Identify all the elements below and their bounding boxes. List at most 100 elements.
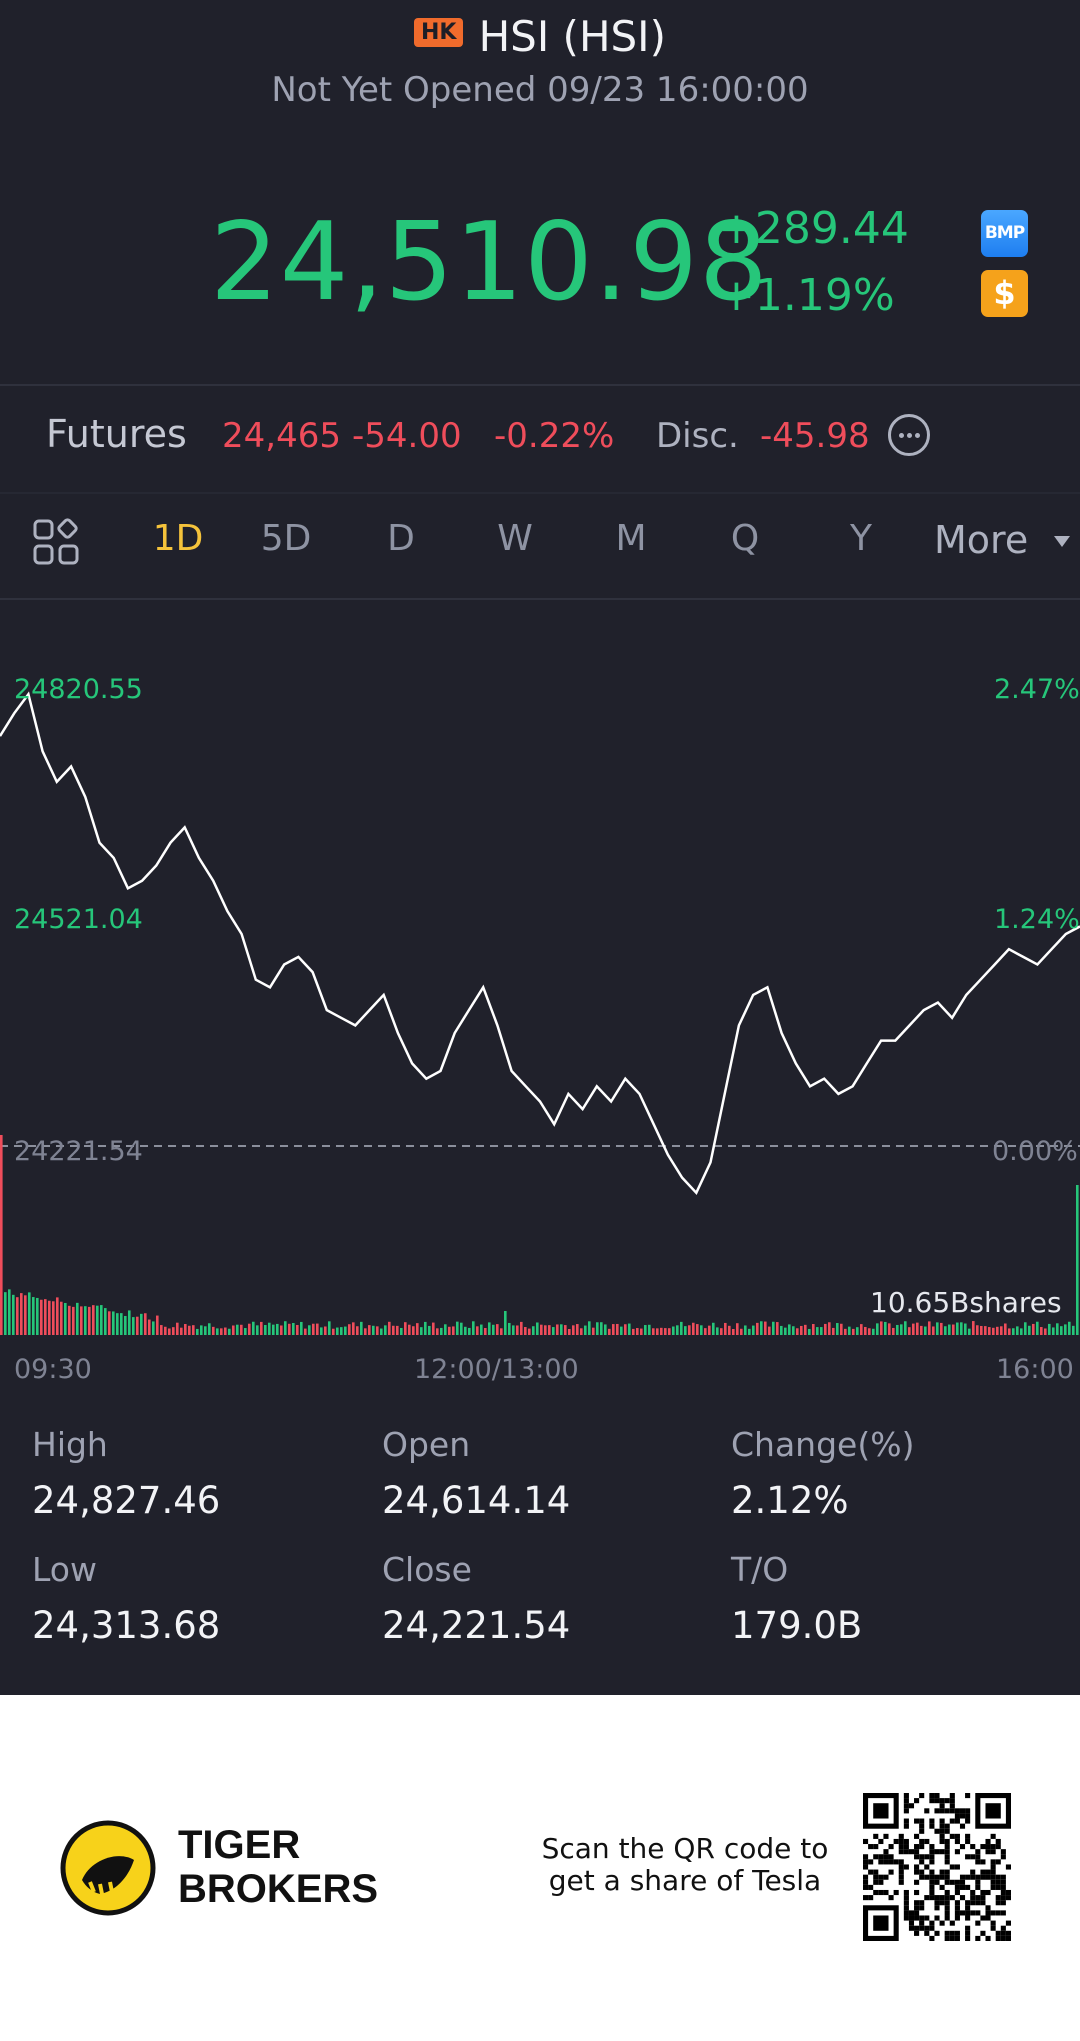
- layout-grid-icon[interactable]: [32, 518, 80, 566]
- volume-bar: [232, 1325, 235, 1335]
- volume-bar: [144, 1313, 147, 1335]
- futures-row[interactable]: Futures 24,465 -54.00 -0.22% Disc. -45.9…: [0, 386, 1080, 486]
- volume-bar: [748, 1328, 751, 1335]
- volume-bar: [272, 1324, 275, 1335]
- pct-axis-mid: 1.24%: [994, 904, 1080, 935]
- volume-bar: [756, 1322, 759, 1335]
- title-row: HK HSI (HSI): [0, 12, 1080, 61]
- volume-bar: [156, 1315, 159, 1335]
- volume-bar: [64, 1302, 67, 1335]
- volume-bar: [832, 1327, 835, 1335]
- volume-bar: [560, 1324, 563, 1335]
- page-title: HSI (HSI): [478, 12, 666, 61]
- futures-price: 24,465: [222, 416, 341, 456]
- volume-bar: [600, 1322, 603, 1335]
- volume-bar: [796, 1328, 799, 1335]
- volume-bar: [656, 1328, 659, 1335]
- volume-bar: [908, 1327, 911, 1335]
- volume-bar: [940, 1322, 943, 1335]
- tab-d[interactable]: D: [387, 518, 415, 559]
- volume-bar: [840, 1323, 843, 1335]
- qr-caption-line-2: get a share of Tesla: [548, 1864, 822, 1897]
- volume-bar: [732, 1328, 735, 1335]
- y-axis-low: 24221.54: [14, 1136, 143, 1167]
- stat-high-value: 24,827.46: [32, 1479, 221, 1522]
- stat-to-value: 179.0B: [731, 1604, 863, 1647]
- volume-bar: [164, 1326, 167, 1335]
- volume-bar: [364, 1328, 367, 1335]
- x-axis-end: 16:00: [996, 1354, 1074, 1385]
- volume-bar: [40, 1299, 43, 1335]
- dollar-icon[interactable]: $: [981, 270, 1028, 317]
- volume-bar: [128, 1310, 131, 1335]
- volume-bar: [440, 1327, 443, 1335]
- volume-bar: [104, 1308, 107, 1335]
- volume-bar: [1008, 1328, 1011, 1335]
- stats-grid: High 24,827.46 Open 24,614.14 Change(%) …: [0, 1415, 1080, 1695]
- tab-w[interactable]: W: [497, 518, 533, 559]
- volume-bar: [1072, 1325, 1075, 1335]
- volume-bar: [552, 1327, 555, 1335]
- volume-bar: [1000, 1326, 1003, 1335]
- futures-change-percent: -0.22%: [494, 416, 615, 456]
- volume-bar: [168, 1328, 171, 1335]
- volume-bar: [880, 1321, 883, 1335]
- qr-caption-line-1: Scan the QR code to: [541, 1832, 829, 1865]
- volume-bar: [96, 1305, 99, 1335]
- volume-bar: [872, 1328, 875, 1335]
- volume-bar: [668, 1328, 671, 1335]
- tab-1d[interactable]: 1D: [152, 518, 204, 559]
- volume-bar: [260, 1321, 263, 1335]
- caret-down-icon[interactable]: [1054, 536, 1070, 547]
- volume-bar: [48, 1300, 51, 1335]
- volume-bar: [24, 1295, 27, 1335]
- volume-bar: [1004, 1323, 1007, 1335]
- volume-bar: [888, 1323, 891, 1335]
- volume-bar: [784, 1327, 787, 1335]
- volume-bar: [60, 1301, 63, 1335]
- brand-line-2: BROKERS: [178, 1867, 379, 1911]
- tab-q[interactable]: Q: [730, 518, 760, 559]
- market-status: Not Yet Opened 09/23 16:00:00: [271, 70, 809, 110]
- volume-bar: [476, 1326, 479, 1335]
- bmp-icon[interactable]: BMP: [981, 210, 1028, 257]
- tab-5d[interactable]: 5D: [260, 518, 312, 559]
- volume-bar: [248, 1323, 251, 1335]
- volume-bar: [848, 1326, 851, 1335]
- volume-bar: [432, 1322, 435, 1335]
- volume-bar: [960, 1322, 963, 1335]
- tab-more[interactable]: More: [934, 518, 1029, 562]
- volume-bar: [812, 1324, 815, 1335]
- tab-y[interactable]: Y: [850, 518, 872, 559]
- more-options-icon[interactable]: [888, 414, 930, 456]
- volume-bar: [956, 1322, 959, 1335]
- intraday-chart[interactable]: [0, 600, 1080, 1400]
- volume-bar: [100, 1305, 103, 1335]
- volume-bar: [1036, 1321, 1039, 1335]
- volume-bar: [4, 1292, 7, 1335]
- volume-bar: [724, 1322, 727, 1335]
- volume-bar: [332, 1328, 335, 1335]
- volume-bar: [532, 1326, 535, 1335]
- volume-bar: [304, 1328, 307, 1335]
- volume-bar: [692, 1322, 695, 1335]
- volume-bar: [604, 1324, 607, 1335]
- volume-bar: [740, 1328, 743, 1335]
- qr-code-icon[interactable]: [863, 1793, 1011, 1941]
- volume-bar: [912, 1323, 915, 1335]
- tab-m[interactable]: M: [615, 518, 647, 559]
- volume-bar: [972, 1321, 975, 1335]
- volume-bar: [896, 1324, 899, 1335]
- volume-bar: [948, 1324, 951, 1335]
- volume-bar: [588, 1321, 591, 1335]
- volume-bar: [320, 1327, 323, 1335]
- stat-to-label: T/O: [731, 1550, 789, 1589]
- volume-bar: [176, 1322, 179, 1335]
- volume-bar: [200, 1325, 203, 1335]
- volume-bar: [136, 1316, 139, 1335]
- volume-bar: [608, 1328, 611, 1335]
- volume-bar: [816, 1327, 819, 1335]
- volume-bar: [996, 1326, 999, 1335]
- volume-bar: [736, 1323, 739, 1335]
- volume-bar: [1048, 1323, 1051, 1335]
